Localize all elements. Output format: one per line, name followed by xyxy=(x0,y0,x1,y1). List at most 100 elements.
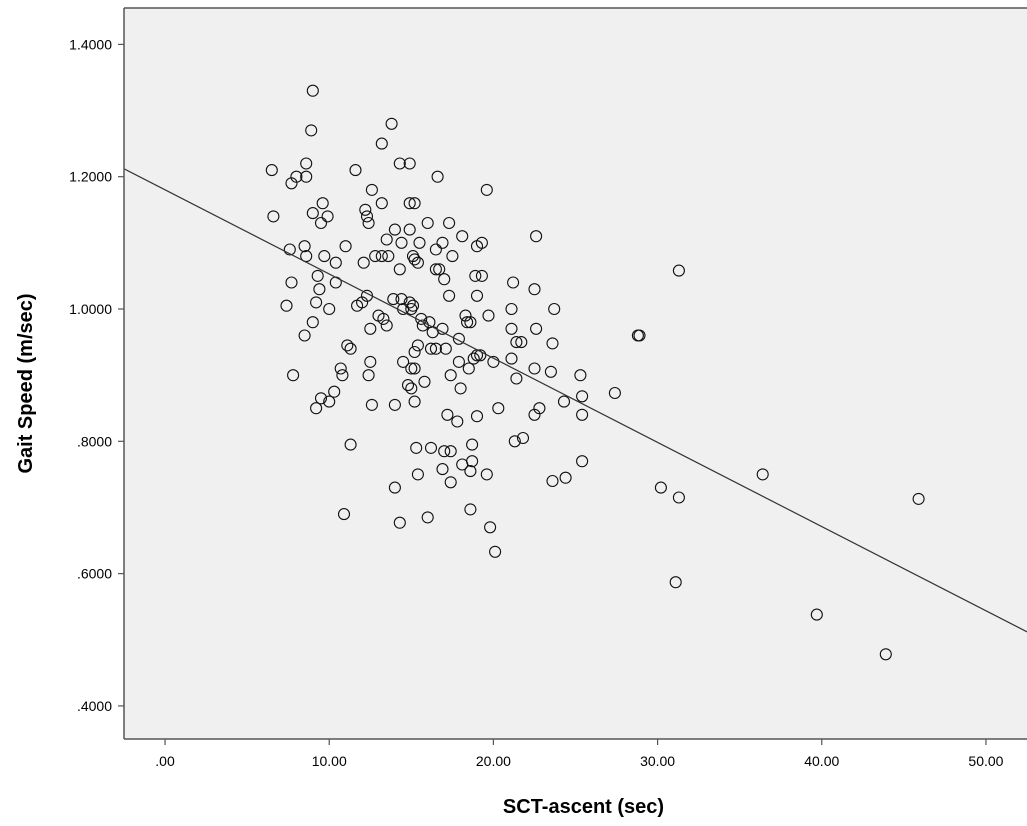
data-point xyxy=(341,339,354,352)
y-ticks: .4000 .6000 .8000 1.0000 1.2000 1.4000 xyxy=(69,36,124,714)
data-point xyxy=(267,210,280,223)
data-point xyxy=(470,410,484,423)
data-point xyxy=(393,516,406,529)
x-axis-title: SCT-ascent (sec) xyxy=(503,796,664,818)
data-point xyxy=(318,250,331,263)
data-point xyxy=(530,322,543,335)
data-point xyxy=(528,362,541,375)
data-point xyxy=(316,197,329,210)
data-point xyxy=(672,491,685,504)
data-point xyxy=(530,230,543,243)
data-point xyxy=(362,369,375,382)
data-point xyxy=(310,402,323,415)
data-point xyxy=(559,471,572,484)
data-point xyxy=(401,379,415,392)
data-point xyxy=(669,576,682,589)
x-tick-label: 10.00 xyxy=(312,753,347,769)
data-point xyxy=(364,322,377,335)
y-tick-label: 1.2000 xyxy=(69,169,112,185)
data-point xyxy=(393,157,406,170)
data-point xyxy=(356,296,369,309)
data-point xyxy=(424,342,438,355)
x-tick-label: 50.00 xyxy=(968,753,1003,769)
data-point xyxy=(416,319,429,332)
data-point xyxy=(408,345,421,359)
data-point xyxy=(654,481,667,494)
data-point xyxy=(484,521,497,534)
data-point xyxy=(306,207,319,220)
y-axis-title: Gait Speed (m/sec) xyxy=(15,293,37,473)
data-point xyxy=(475,269,488,282)
data-point xyxy=(413,236,426,249)
data-point xyxy=(456,230,469,243)
data-point xyxy=(385,117,398,130)
data-point xyxy=(466,438,479,451)
data-point xyxy=(369,250,382,263)
data-point xyxy=(365,183,378,196)
data-point xyxy=(443,289,456,302)
data-point xyxy=(310,296,323,309)
data-point xyxy=(306,316,319,329)
data-point xyxy=(515,336,528,349)
data-point xyxy=(323,395,336,408)
data-point xyxy=(405,362,418,375)
data-point xyxy=(375,137,388,150)
data-point xyxy=(395,236,408,249)
data-point xyxy=(403,197,416,210)
data-point xyxy=(421,216,434,230)
data-point xyxy=(388,398,401,411)
data-point xyxy=(300,170,313,183)
data-point xyxy=(756,468,769,481)
data-point xyxy=(285,177,298,190)
data-point xyxy=(397,355,410,368)
data-point xyxy=(403,223,416,236)
data-point xyxy=(528,283,541,296)
y-tick-label: .6000 xyxy=(77,566,112,582)
data-point xyxy=(505,322,518,335)
data-point xyxy=(487,355,500,368)
data-point xyxy=(576,408,589,421)
data-point xyxy=(357,256,370,269)
data-point xyxy=(337,508,351,521)
data-point xyxy=(408,253,421,266)
data-point xyxy=(359,203,372,216)
x-tick-label: 20.00 xyxy=(476,753,511,769)
data-point xyxy=(510,372,523,385)
x-tick-label: 40.00 xyxy=(804,753,839,769)
data-point xyxy=(810,608,823,621)
data-point xyxy=(464,465,477,478)
data-point xyxy=(469,269,482,282)
data-point xyxy=(546,474,559,488)
data-point xyxy=(438,445,451,458)
y-tick-label: .8000 xyxy=(77,433,112,449)
data-point xyxy=(321,210,334,223)
data-point xyxy=(421,511,434,524)
data-point xyxy=(438,273,451,286)
data-point xyxy=(344,342,357,355)
data-point xyxy=(429,342,442,355)
data-point xyxy=(574,369,587,382)
data-point xyxy=(474,349,487,362)
data-point xyxy=(410,441,423,454)
data-point xyxy=(265,164,278,177)
x-ticks: .00 10.00 20.00 30.00 40.00 50.00 xyxy=(155,739,1004,769)
data-point xyxy=(311,269,324,282)
data-point xyxy=(480,468,493,481)
data-point xyxy=(444,445,457,458)
data-point xyxy=(443,216,456,230)
data-point xyxy=(464,316,477,329)
data-point xyxy=(298,329,311,342)
data-point xyxy=(436,236,449,249)
data-point xyxy=(313,283,326,296)
data-point xyxy=(418,375,431,388)
data-point xyxy=(287,369,300,382)
data-point xyxy=(492,402,505,415)
data-point xyxy=(375,250,388,263)
data-point xyxy=(431,170,444,183)
data-point xyxy=(403,296,416,309)
data-point xyxy=(482,309,495,322)
data-point xyxy=(441,408,454,421)
y-tick-label: 1.0000 xyxy=(69,301,112,317)
data-point xyxy=(388,223,401,236)
data-point xyxy=(433,263,446,276)
